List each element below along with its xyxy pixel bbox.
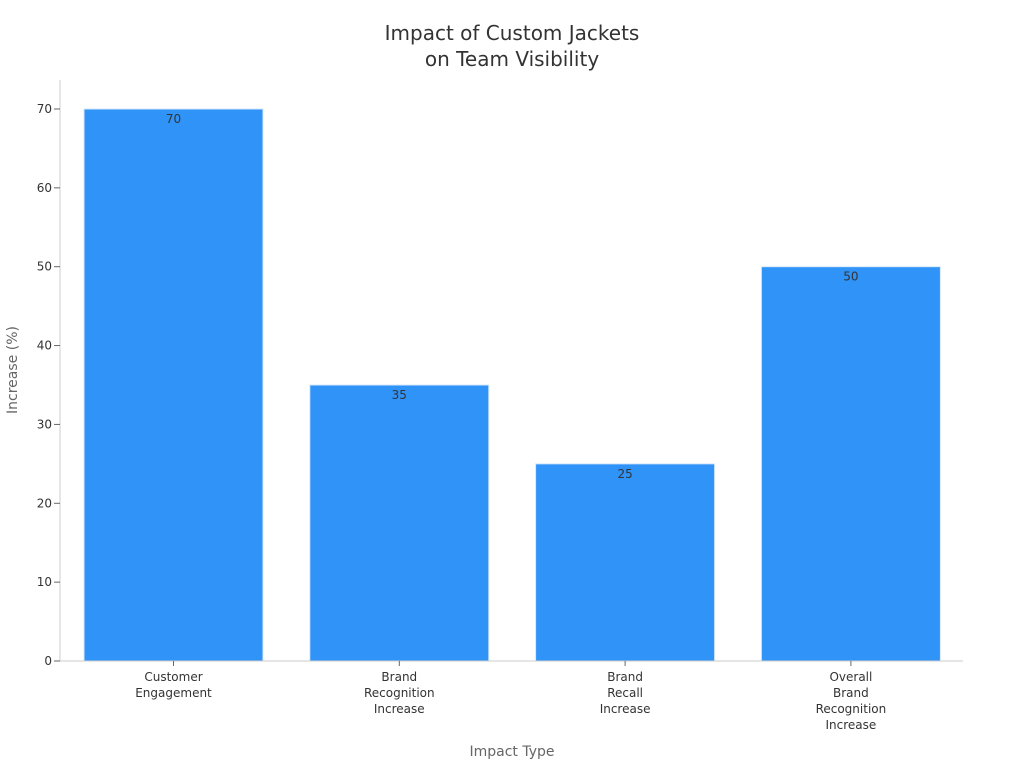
- y-tick-label: 40: [37, 339, 52, 353]
- x-tick-label: Brand Recognition Increase: [364, 670, 435, 716]
- bar: [309, 384, 490, 662]
- y-tick-label: 70: [37, 102, 52, 116]
- y-tick-label: 0: [44, 654, 52, 668]
- y-tick-label: 50: [37, 260, 52, 274]
- bar-value-label: 35: [392, 388, 407, 402]
- x-tick-label: Customer Engagement: [135, 670, 212, 700]
- y-tick-label: 60: [37, 181, 52, 195]
- x-tick-label: Brand Recall Increase: [600, 670, 651, 716]
- bar-value-label: 25: [617, 467, 632, 481]
- chart-title-line: on Team Visibility: [425, 47, 599, 71]
- y-tick-label: 10: [37, 575, 52, 589]
- x-tick-label: Overall Brand Recognition Increase: [816, 670, 887, 732]
- x-axis: Customer Engagement Brand Recognition Increa…: [60, 660, 963, 732]
- bar-value-label: 50: [843, 270, 858, 284]
- bar-value-label: 70: [166, 112, 181, 126]
- y-axis-title: Increase (%): [5, 326, 21, 414]
- y-tick-label: 20: [37, 496, 52, 510]
- y-axis: 0 10 20 30 40 50 60 70: [37, 80, 61, 668]
- bars: 70 35 25 50: [83, 108, 941, 662]
- chart-title-line: Impact of Custom Jackets: [385, 21, 640, 45]
- bar: [83, 108, 264, 662]
- bar: [760, 266, 941, 662]
- bar: [535, 463, 716, 662]
- x-axis-title: Impact Type: [469, 744, 554, 760]
- y-tick-label: 30: [37, 417, 52, 431]
